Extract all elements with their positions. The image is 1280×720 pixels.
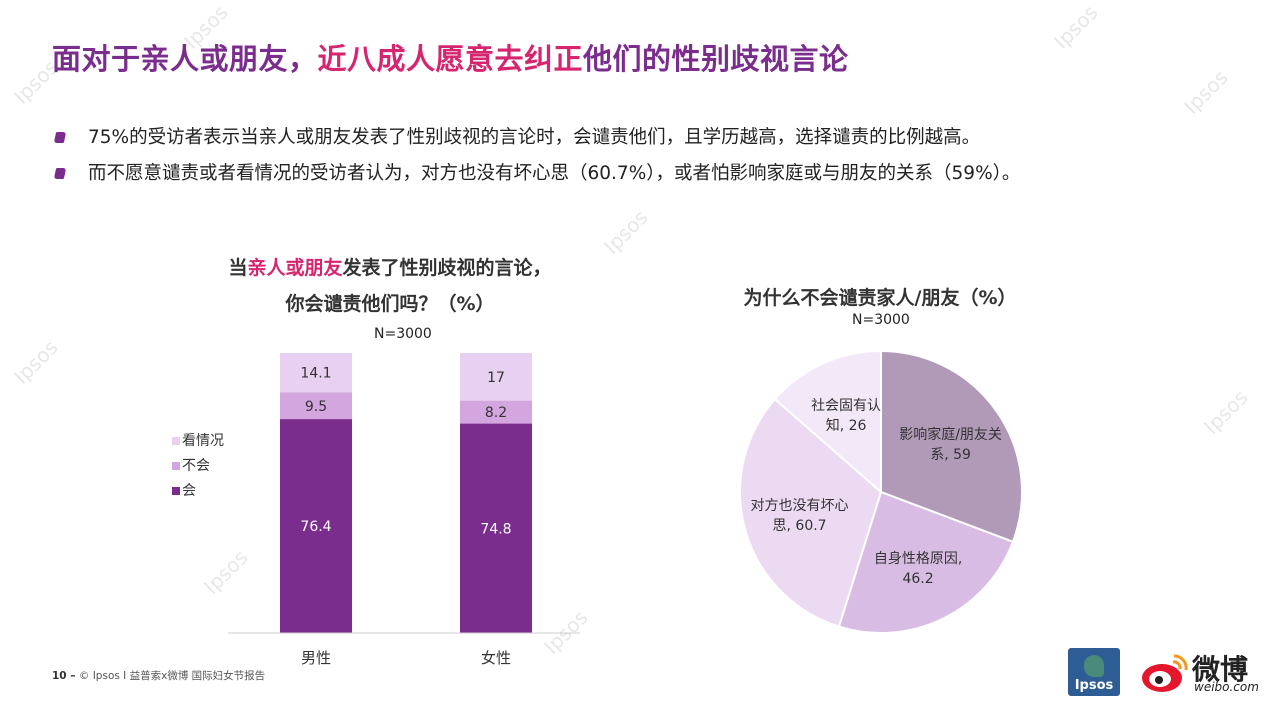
bar-segment — [280, 392, 352, 420]
x-tick-label: 女性 — [481, 649, 511, 667]
pie-chart-sample-size: N=3000 — [852, 312, 910, 328]
bar-segment — [460, 353, 532, 401]
pie-slice-label: 知, 26 — [826, 417, 867, 434]
pie-chart-title-line1: 为什么不会谴责家人/朋友（%） — [743, 287, 1017, 309]
pie-slice-label: 系, 59 — [930, 447, 971, 463]
bar-segment — [280, 419, 352, 633]
weibo-url: weibo.com — [1194, 680, 1259, 694]
title-part-3: 他们的性别歧视言论 — [583, 42, 849, 76]
bar-segment — [460, 400, 532, 424]
bar-data-label: 74.8 — [480, 521, 511, 537]
pie-slice-label: 自身性格原因, — [874, 551, 962, 567]
bar-data-label: 8.2 — [485, 405, 507, 421]
pie-slice — [880, 349, 1023, 544]
pie-slice-label: 46.2 — [902, 571, 933, 587]
bar-chart-sample-size: N=3000 — [374, 326, 432, 342]
ipsos-logo-mark-icon — [1084, 655, 1104, 677]
bullet-item: 75%的受访者表示当亲人或朋友发表了性别歧视的言论时，会谴责他们，且学历越高，选… — [52, 120, 1252, 156]
legend-label: 不会 — [182, 458, 210, 474]
bullet-text: 75%的受访者表示当亲人或朋友发表了性别歧视的言论时，会谴责他们，且学历越高，选… — [88, 127, 981, 148]
pie-slice-label: 影响家庭/朋友关 — [899, 426, 1002, 443]
weibo-eye-icon — [1142, 654, 1188, 692]
legend-swatch — [172, 437, 180, 445]
ipsos-logo: Ipsos — [1068, 648, 1120, 696]
bullet-item: 而不愿意谴责或者看情况的受访者认为，对方也没有坏心思（60.7%），或者怕影响家… — [52, 156, 1252, 192]
bar-data-label: 9.5 — [305, 399, 327, 415]
pie-slice-label: 对方也没有坏心 — [751, 498, 849, 514]
weibo-logo: 微博 weibo.com — [1140, 648, 1265, 696]
legend-label: 会 — [182, 483, 196, 499]
bar-segment — [460, 423, 532, 633]
weibo-name: 微博 — [1192, 653, 1249, 686]
footer-text: © Ipsos I 益普索x微博 国际妇女节报告 — [78, 670, 266, 682]
bar-segment — [280, 353, 352, 393]
pie-slice — [773, 349, 882, 495]
bullet-marker-icon — [53, 168, 67, 179]
bullet-list: 75%的受访者表示当亲人或朋友发表了性别歧视的言论时，会谴责他们，且学历越高，选… — [52, 120, 1252, 192]
legend-label: 看情况 — [182, 433, 224, 449]
bullet-marker-icon — [53, 132, 67, 143]
bar-chart-title: 当亲人或朋友发表了性别歧视的言论， 你会谴责他们吗？（%） — [160, 250, 620, 322]
watermark: Ipsos — [1199, 385, 1253, 439]
watermark: Ipsos — [9, 335, 63, 389]
legend-swatch — [172, 462, 180, 470]
footer: 10 – © Ipsos I 益普索x微博 国际妇女节报告 — [52, 668, 265, 683]
pie-slice — [837, 490, 1015, 634]
page-title: 面对于亲人或朋友，近八成人愿意去纠正他们的性别歧视言论 — [52, 36, 849, 78]
watermark: Ipsos — [1049, 0, 1103, 54]
bar-chart-title-line2: 你会谴责他们吗？（%） — [285, 293, 495, 315]
bar-chart-title-line1: 当亲人或朋友发表了性别歧视的言论， — [228, 257, 552, 279]
title-part-1: 面对于亲人或朋友， — [52, 42, 318, 76]
ipsos-logo-text: Ipsos — [1074, 678, 1114, 693]
pie-slice-label: 思, 60.7 — [773, 518, 827, 534]
bar-data-label: 76.4 — [300, 519, 331, 535]
pie-slice-label: 社会固有认 — [811, 398, 881, 414]
x-tick-label: 男性 — [301, 649, 331, 667]
bar-data-label: 14.1 — [300, 366, 331, 382]
pie-slice — [739, 397, 883, 628]
legend-swatch — [172, 487, 180, 495]
pie-chart-title: 为什么不会谴责家人/朋友（%） — [700, 283, 1060, 310]
bullet-text: 而不愿意谴责或者看情况的受访者认为，对方也没有坏心思（60.7%），或者怕影响家… — [88, 163, 1021, 184]
bar-data-label: 17 — [487, 370, 505, 386]
title-part-2: 近八成人愿意去纠正 — [317, 42, 584, 76]
watermark: Ipsos — [1179, 65, 1233, 119]
page-number: 10 – — [52, 670, 76, 682]
